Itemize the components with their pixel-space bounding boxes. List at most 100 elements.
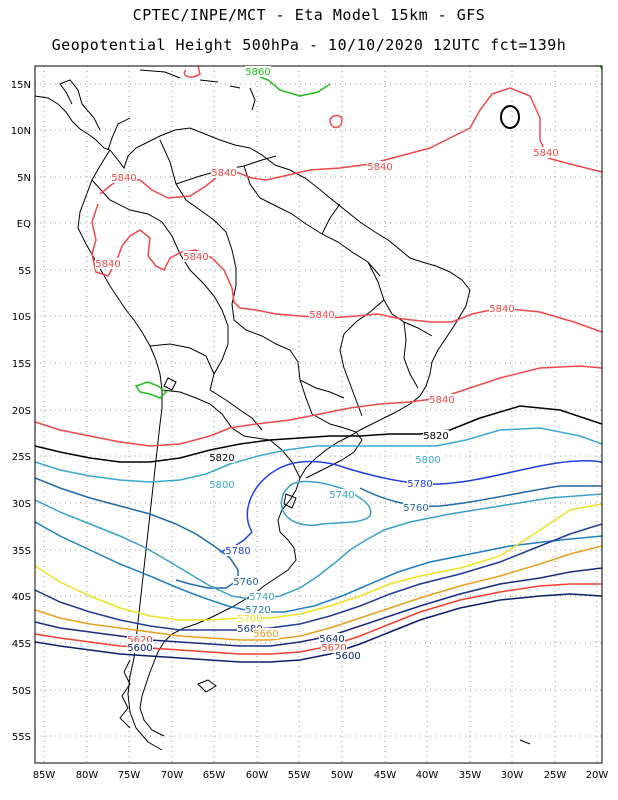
contour-5780 xyxy=(246,460,602,533)
contour-label-bg xyxy=(367,161,393,172)
lat-tick-label: 45S xyxy=(12,639,31,650)
contour-label-bg xyxy=(211,167,237,178)
contour-label-5620: 5620 xyxy=(127,635,152,646)
contour-label-bg xyxy=(335,650,361,661)
contour-label-bg xyxy=(245,604,271,615)
contour-label-bg xyxy=(319,633,345,644)
contour-5680 xyxy=(35,523,602,631)
contour-label-5840: 5840 xyxy=(183,252,208,263)
contour-5760 xyxy=(35,477,239,589)
lon-tick-label: 30W xyxy=(501,770,524,781)
contour-5860 xyxy=(599,66,602,71)
contour-5660 xyxy=(35,545,602,641)
contour-5720 xyxy=(35,521,602,613)
contour-label-bg xyxy=(209,479,235,490)
lat-tick-label: EQ xyxy=(17,219,31,230)
map-frame xyxy=(34,65,603,764)
contour-5820 xyxy=(500,105,520,129)
lon-tick-label: 35W xyxy=(459,770,482,781)
contour-label-bg xyxy=(95,258,121,269)
contour-label-5780: 5780 xyxy=(225,546,250,557)
contour-label-bg xyxy=(253,628,279,639)
lon-tick-label: 50W xyxy=(331,770,354,781)
contour-label-bg xyxy=(415,454,441,465)
lat-tick-label: 40S xyxy=(12,592,31,603)
contour-5640 xyxy=(35,567,602,647)
contour-label-5840: 5840 xyxy=(489,304,514,315)
lat-tick-label: 55S xyxy=(12,732,31,743)
contour-5620 xyxy=(35,583,602,655)
contour-label-5620: 5620 xyxy=(321,643,346,654)
lon-tick-label: 85W xyxy=(33,770,56,781)
contour-label-5840: 5840 xyxy=(533,148,558,159)
lon-tick-label: 55W xyxy=(288,770,311,781)
contour-label-bg xyxy=(127,634,153,645)
contour-label-bg xyxy=(321,642,347,653)
lon-tick-label: 20W xyxy=(586,770,609,781)
contour-label-5780: 5780 xyxy=(407,479,432,490)
contour-5800 xyxy=(35,427,602,483)
lon-tick-label: 70W xyxy=(161,770,184,781)
contour-5740 xyxy=(35,493,602,601)
contour-label-bg xyxy=(489,303,515,314)
contour-label-bg xyxy=(111,172,137,183)
lon-tick-label: 45W xyxy=(374,770,397,781)
lat-tick-label: 15N xyxy=(11,80,31,91)
contour-5820 xyxy=(35,405,602,463)
contour-label-5800: 5800 xyxy=(209,480,234,491)
contour-5840 xyxy=(99,87,602,199)
lat-tick-label: 5S xyxy=(18,266,31,277)
lat-tick-label: 50S xyxy=(12,686,31,697)
lat-tick-label: 10S xyxy=(12,312,31,323)
contour-label-bg xyxy=(237,623,263,634)
contour-label-5840: 5840 xyxy=(95,259,120,270)
contour-label-5760: 5760 xyxy=(233,577,258,588)
geopotential-contours xyxy=(35,66,602,663)
contour-5740 xyxy=(280,480,372,526)
lat-tick-label: 20S xyxy=(12,406,31,417)
contour-label-5840: 5840 xyxy=(111,173,136,184)
contour-label-bg xyxy=(407,478,433,489)
lon-tick-label: 65W xyxy=(203,770,226,781)
lon-tick-label: 75W xyxy=(118,770,141,781)
contour-label-5820: 5820 xyxy=(209,453,234,464)
contour-label-5820: 5820 xyxy=(423,431,448,442)
contour-label-5700: 5700 xyxy=(237,614,262,625)
map-title-line-2: Geopotential Height 500hPa - 10/10/2020 … xyxy=(51,36,567,54)
contour-5860 xyxy=(134,381,168,399)
contour-label-bg xyxy=(533,147,559,158)
contour-label-bg xyxy=(209,452,235,463)
contour-5700 xyxy=(35,503,602,621)
contour-label-5720: 5720 xyxy=(245,605,270,616)
contour-5840 xyxy=(35,365,602,447)
lon-tick-label: 40W xyxy=(416,770,439,781)
contour-label-5600: 5600 xyxy=(127,643,152,654)
contour-5760 xyxy=(359,485,602,508)
lat-tick-label: 15S xyxy=(12,359,31,370)
contour-label-5800: 5800 xyxy=(415,455,440,466)
contour-label-bg xyxy=(225,545,251,556)
contour-label-5640: 5640 xyxy=(319,634,344,645)
map-title-line-1: CPTEC/INPE/MCT - Eta Model 15km - GFS xyxy=(132,6,486,24)
contour-5840 xyxy=(329,114,343,129)
contour-label-5840: 5840 xyxy=(309,310,334,321)
contour-label-5740: 5740 xyxy=(249,592,274,603)
contour-label-5600: 5600 xyxy=(335,651,360,662)
lat-tick-label: 10N xyxy=(11,126,31,137)
lon-tick-label: 60W xyxy=(246,770,269,781)
contour-label-bg xyxy=(249,591,275,602)
lat-tick-label: 35S xyxy=(12,546,31,557)
contour-label-5680: 5680 xyxy=(237,624,262,635)
lat-tick-label: 30S xyxy=(12,499,31,510)
contour-5600 xyxy=(35,593,602,663)
contour-label-5740: 5740 xyxy=(329,490,354,501)
contour-5840 xyxy=(183,66,201,78)
lat-tick-label: 5N xyxy=(17,173,31,184)
contour-label-bg xyxy=(329,489,355,500)
contour-label-bg xyxy=(237,613,263,624)
contour-label-5840: 5840 xyxy=(367,162,392,173)
contour-label-bg xyxy=(245,66,271,77)
contour-label-5840: 5840 xyxy=(211,168,236,179)
contour-label-5840: 5840 xyxy=(429,395,454,406)
